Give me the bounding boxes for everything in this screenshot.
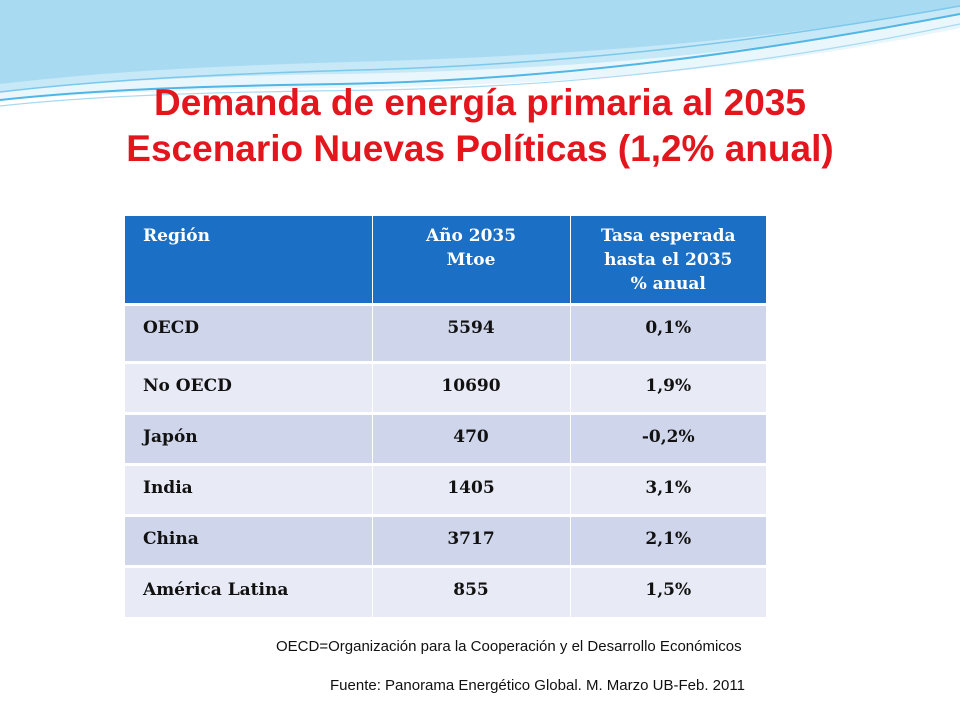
table-row: Japón 470 -0,2% [125,411,766,464]
cell-year2035: 5594 [372,302,571,362]
cell-region: No OECD [125,360,373,413]
header-wave-decoration [0,0,960,107]
cell-year2035: 1405 [372,462,571,515]
cell-region: Japón [125,411,373,464]
table-row: China 3717 2,1% [125,513,766,566]
cell-rate: 1,9% [570,360,766,413]
cell-year2035: 3717 [372,513,571,566]
title-line-1: Demanda de energía primaria al 2035 [154,82,806,123]
cell-rate: -0,2% [570,411,766,464]
cell-region: América Latina [125,564,373,617]
cell-year2035: 855 [372,564,571,617]
cell-rate: 3,1% [570,462,766,515]
header-region: Región [125,216,373,304]
table-row: OECD 5594 0,1% [125,302,766,362]
title-line-2: Escenario Nuevas Políticas (1,2% anual) [126,128,834,169]
source-citation: Fuente: Panorama Energético Global. M. M… [330,677,745,694]
cell-rate: 1,5% [570,564,766,617]
cell-region: India [125,462,373,515]
cell-rate: 2,1% [570,513,766,566]
cell-year2035: 470 [372,411,571,464]
cell-year2035: 10690 [372,360,571,413]
oecd-definition-note: OECD=Organización para la Cooperación y … [276,638,742,655]
energy-demand-table: Región Año 2035 Mtoe Tasa esperada hasta… [125,216,766,617]
header-year-2035: Año 2035 Mtoe [372,216,571,304]
table-row: India 1405 3,1% [125,462,766,515]
table-row: No OECD 10690 1,9% [125,360,766,413]
header-expected-rate: Tasa esperada hasta el 2035 % anual [570,216,766,304]
cell-rate: 0,1% [570,302,766,362]
cell-region: China [125,513,373,566]
table-header-row: Región Año 2035 Mtoe Tasa esperada hasta… [125,216,766,304]
slide-title: Demanda de energía primaria al 2035 Esce… [0,80,960,172]
cell-region: OECD [125,302,373,362]
table-row: América Latina 855 1,5% [125,564,766,617]
